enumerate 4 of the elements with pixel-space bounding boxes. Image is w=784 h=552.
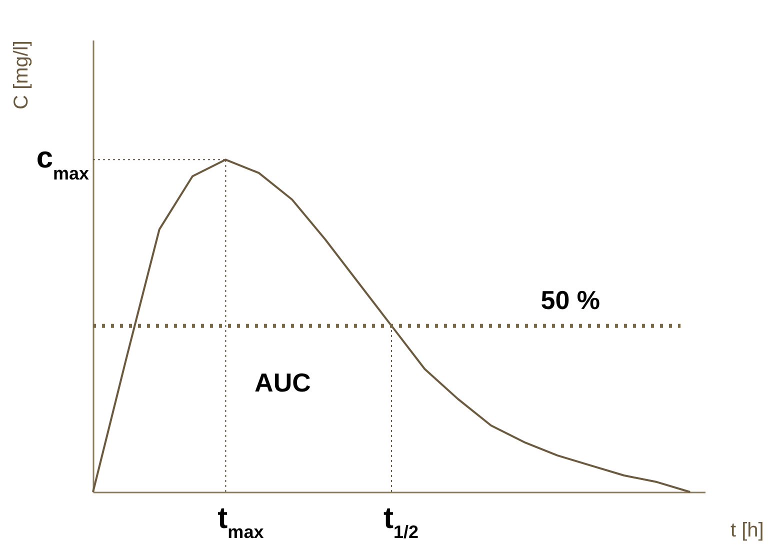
ref-line-label: 50 % — [540, 284, 600, 315]
y-axis-title: C [mg/l] — [10, 40, 32, 110]
x-axis-title: t [h] — [730, 520, 764, 542]
annotation: AUC — [254, 368, 312, 398]
